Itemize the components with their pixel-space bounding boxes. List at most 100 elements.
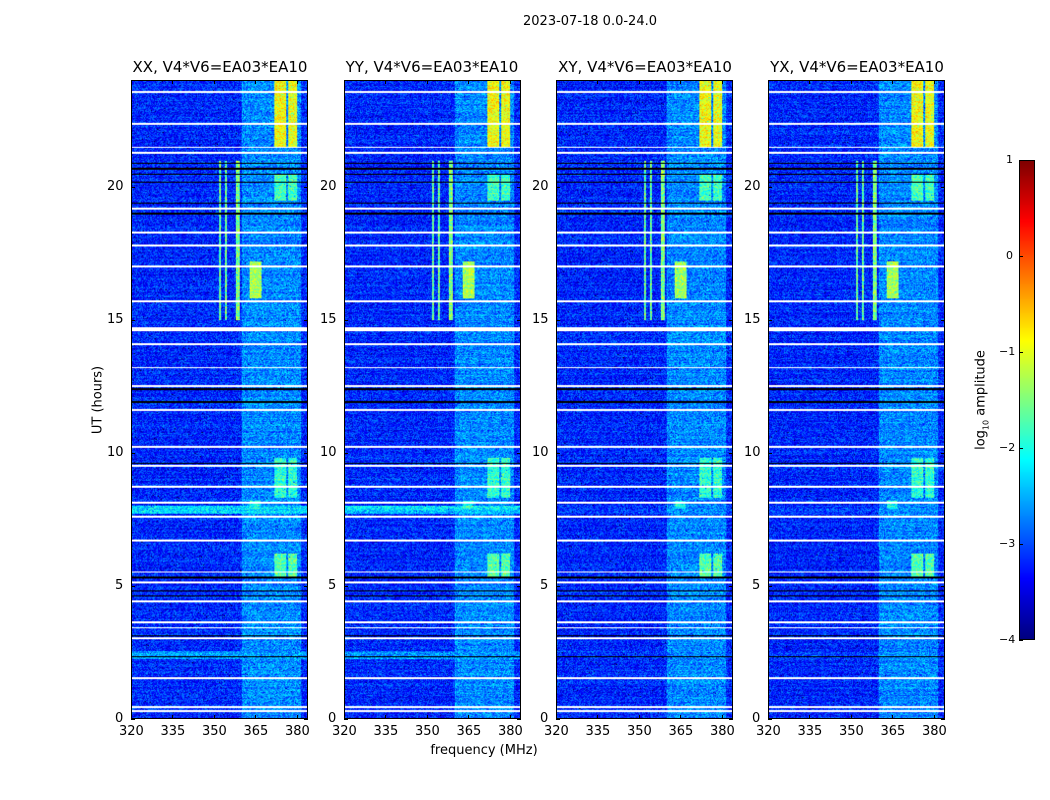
x-tick-mark xyxy=(638,715,640,719)
y-tick-mark xyxy=(304,719,308,720)
y-tick-label: 0 xyxy=(540,711,549,726)
y-tick-mark xyxy=(344,452,348,454)
x-tick-label: 350 xyxy=(201,724,227,739)
y-tick-mark xyxy=(517,319,521,321)
x-tick-label: 380 xyxy=(709,724,735,739)
y-tick-label: 5 xyxy=(328,577,337,593)
y-tick-mark xyxy=(344,319,348,321)
heatmap-panel-xy xyxy=(556,80,733,719)
y-axis-label: UT (hours) xyxy=(90,365,106,435)
colorbar-tick-label: −3 xyxy=(999,537,1016,550)
y-tick-label: 15 xyxy=(107,311,124,327)
y-tick-label: 5 xyxy=(540,577,549,593)
x-tick-label: 350 xyxy=(414,724,440,739)
panel-title-yy: YY, V4*V6=EA03*EA10 xyxy=(345,58,519,76)
y-tick-label: 0 xyxy=(115,711,124,726)
x-tick-mark xyxy=(344,715,345,719)
x-tick-label: 380 xyxy=(497,724,523,739)
y-tick-mark xyxy=(768,319,772,321)
x-tick-mark xyxy=(721,715,723,719)
colorbar-tick-label: 1 xyxy=(1006,153,1013,166)
x-tick-mark xyxy=(809,80,811,84)
y-tick-label: 10 xyxy=(744,444,761,460)
y-tick-mark xyxy=(304,585,308,587)
y-tick-label: 0 xyxy=(752,711,761,726)
x-tick-mark xyxy=(385,715,387,719)
colorbar-tick-mark xyxy=(1019,544,1023,545)
x-axis-label: frequency (MHz) xyxy=(430,743,538,758)
x-tick-mark xyxy=(344,80,345,84)
x-tick-mark xyxy=(213,80,215,84)
y-tick-mark xyxy=(768,452,772,454)
colorbar-tick-label: −4 xyxy=(999,633,1016,646)
y-tick-mark xyxy=(344,585,348,587)
y-tick-mark xyxy=(304,452,308,454)
heatmap-panel-yy xyxy=(344,80,521,719)
x-tick-label: 365 xyxy=(456,724,482,739)
y-tick-mark xyxy=(768,186,772,188)
x-tick-mark xyxy=(385,80,387,84)
y-tick-mark xyxy=(517,719,521,720)
y-tick-mark xyxy=(517,585,521,587)
y-tick-mark xyxy=(768,585,772,587)
y-tick-mark xyxy=(729,452,733,454)
y-tick-mark xyxy=(556,585,560,587)
y-tick-mark xyxy=(729,319,733,321)
x-tick-label: 350 xyxy=(626,724,652,739)
colorbar-tick-label: −2 xyxy=(999,441,1016,454)
y-tick-label: 20 xyxy=(107,178,124,194)
x-tick-mark xyxy=(296,715,298,719)
x-tick-label: 320 xyxy=(756,724,781,739)
figure-title: 2023-07-18 0.0-24.0 xyxy=(523,14,657,29)
y-tick-mark xyxy=(556,719,560,720)
x-tick-label: 320 xyxy=(119,724,144,739)
colorbar xyxy=(1019,160,1035,640)
y-tick-label: 15 xyxy=(744,311,761,327)
y-tick-mark xyxy=(344,719,348,720)
x-tick-label: 380 xyxy=(284,724,310,739)
y-tick-mark xyxy=(517,186,521,188)
x-tick-label: 365 xyxy=(880,724,906,739)
colorbar-gradient xyxy=(1020,161,1034,639)
x-tick-mark xyxy=(172,80,174,84)
heatmap-yx xyxy=(769,81,944,718)
x-tick-mark xyxy=(556,80,557,84)
x-tick-mark xyxy=(172,715,174,719)
y-tick-label: 20 xyxy=(320,178,337,194)
heatmap-panel-yx xyxy=(768,80,945,719)
panel-title-xx: XX, V4*V6=EA03*EA10 xyxy=(132,58,308,76)
colorbar-tick-mark xyxy=(1019,448,1023,449)
y-tick-mark xyxy=(304,319,308,321)
y-tick-mark xyxy=(304,186,308,188)
x-tick-mark xyxy=(509,715,511,719)
x-tick-mark xyxy=(597,80,599,84)
y-tick-mark xyxy=(768,719,772,720)
x-tick-mark xyxy=(213,715,215,719)
x-tick-mark xyxy=(255,715,257,719)
y-tick-mark xyxy=(941,186,945,188)
y-tick-label: 15 xyxy=(532,311,549,327)
y-tick-mark xyxy=(941,452,945,454)
x-tick-mark xyxy=(850,715,852,719)
y-tick-mark xyxy=(941,719,945,720)
colorbar-tick-mark xyxy=(1019,160,1023,161)
x-tick-mark xyxy=(850,80,852,84)
x-tick-mark xyxy=(296,80,298,84)
y-tick-mark xyxy=(556,452,560,454)
y-tick-label: 20 xyxy=(532,178,549,194)
y-tick-label: 20 xyxy=(744,178,761,194)
y-tick-mark xyxy=(941,319,945,321)
y-tick-mark xyxy=(729,719,733,720)
y-tick-label: 15 xyxy=(320,311,337,327)
x-tick-mark xyxy=(556,715,557,719)
x-tick-mark xyxy=(468,715,470,719)
x-tick-mark xyxy=(255,80,257,84)
colorbar-tick-label: 0 xyxy=(1006,249,1013,262)
y-tick-label: 5 xyxy=(115,577,124,593)
x-tick-mark xyxy=(721,80,723,84)
x-tick-mark xyxy=(892,715,894,719)
x-tick-label: 335 xyxy=(797,724,823,739)
x-tick-label: 365 xyxy=(243,724,269,739)
x-tick-label: 350 xyxy=(838,724,864,739)
x-tick-mark xyxy=(131,715,132,719)
